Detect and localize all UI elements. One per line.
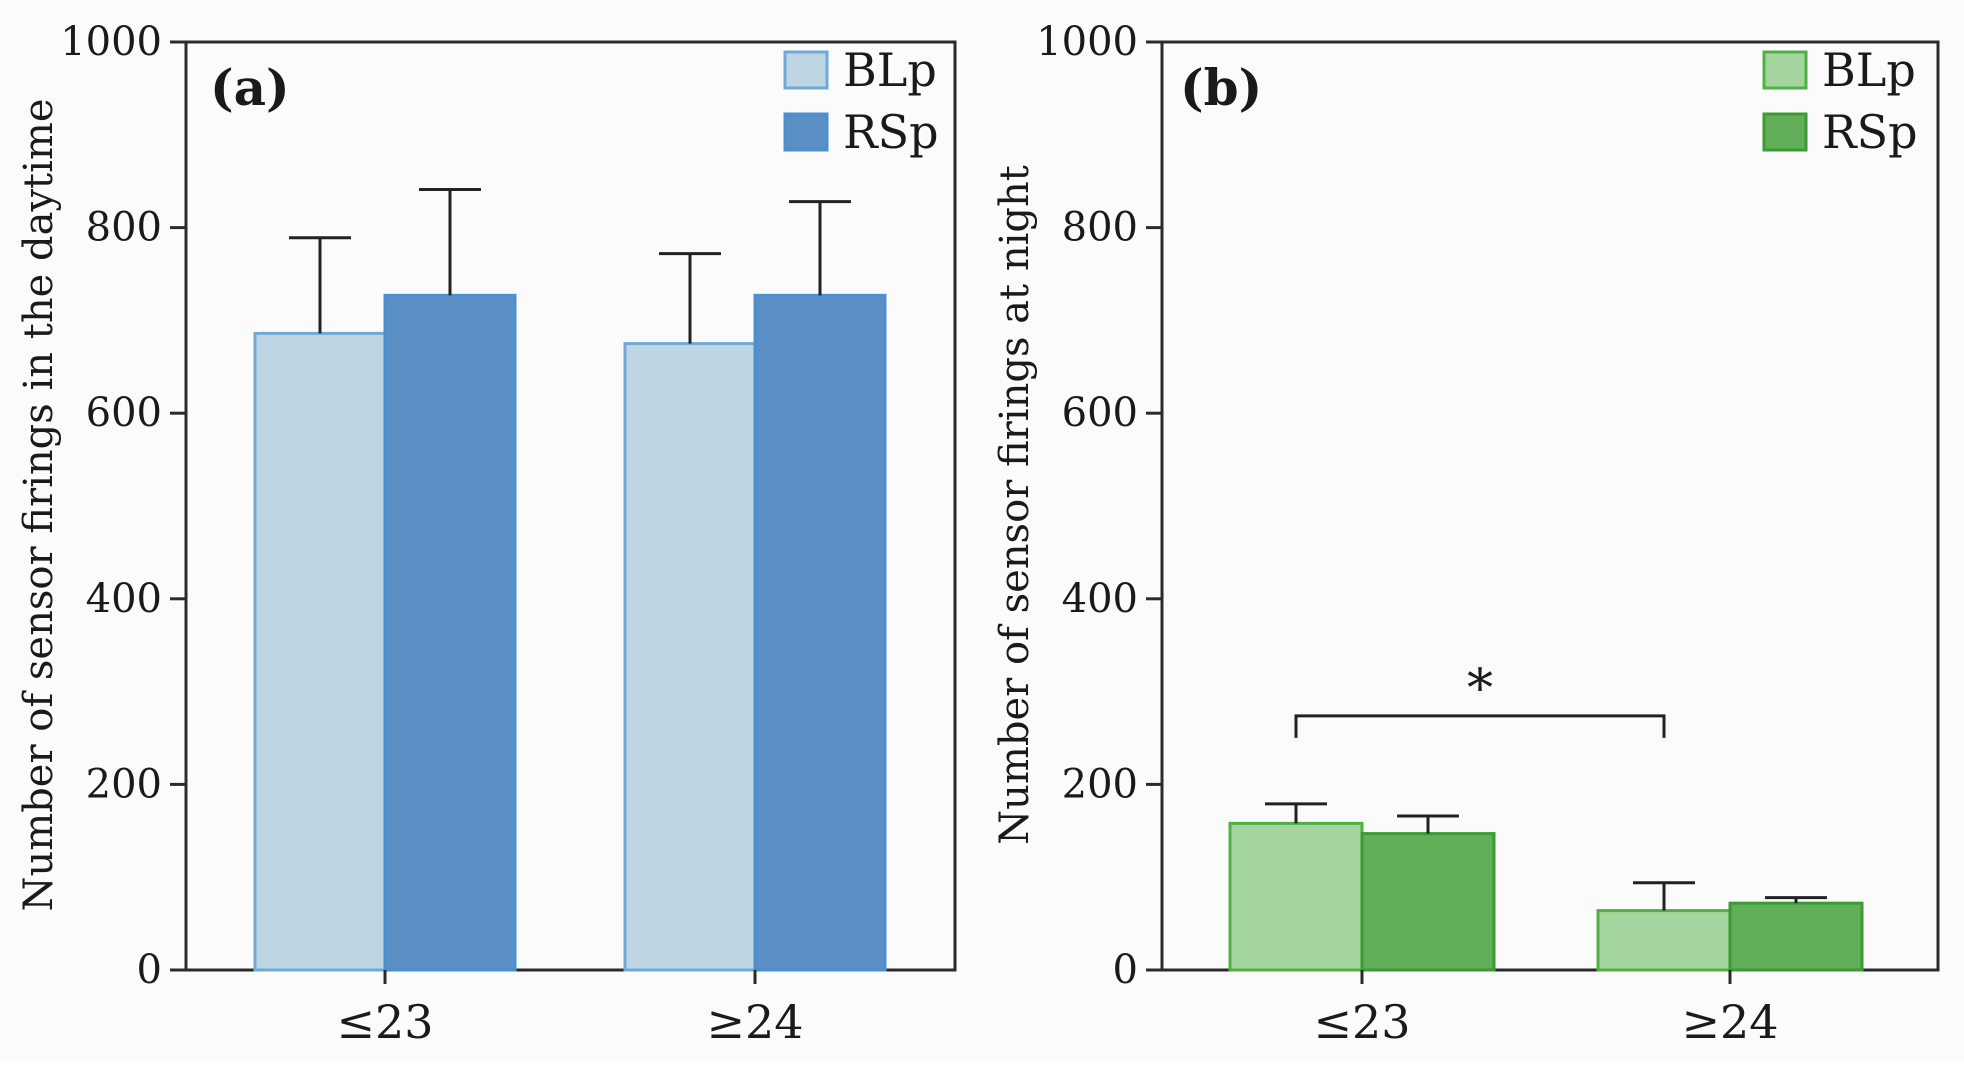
x-tick-label: ≥24 bbox=[706, 995, 803, 1049]
bar-blp bbox=[253, 331, 387, 972]
y-tick-label: 600 bbox=[1062, 390, 1138, 436]
y-tick-label: 400 bbox=[1062, 576, 1138, 622]
y-axis-label: Number of sensor firings in the daytime bbox=[16, 98, 62, 911]
bar-blp bbox=[623, 342, 757, 972]
bar-rsp bbox=[1728, 901, 1864, 972]
x-tick-label: ≥24 bbox=[1681, 995, 1778, 1049]
y-tick-label: 1000 bbox=[1036, 19, 1138, 65]
legend-swatch-rsp bbox=[783, 112, 829, 152]
bar-rsp bbox=[1360, 832, 1496, 972]
y-tick-label: 1000 bbox=[60, 19, 162, 65]
panel-label: (a) bbox=[210, 58, 290, 117]
y-axis-label: Number of sensor firings at night bbox=[992, 165, 1038, 845]
x-tick-label: ≤23 bbox=[1313, 995, 1410, 1049]
legend-label-rsp: RSp bbox=[843, 105, 939, 159]
x-tick-label: ≤23 bbox=[336, 995, 433, 1049]
panel-b: 0 200 400 600 800 1000 Number of sensor firing… bbox=[992, 19, 1940, 1049]
y-tick-label: 800 bbox=[1062, 205, 1138, 251]
significance-bracket bbox=[1294, 714, 1666, 738]
bar-rsp bbox=[383, 293, 517, 972]
y-tick-label: 0 bbox=[137, 947, 162, 993]
significance-star: * bbox=[1467, 659, 1493, 719]
y-tick-label: 400 bbox=[86, 576, 162, 622]
legend-swatch-rsp bbox=[1762, 112, 1808, 152]
plot-frame bbox=[1160, 40, 1940, 972]
legend-label-blp: BLp bbox=[1822, 43, 1916, 97]
y-tick-label: 600 bbox=[86, 390, 162, 436]
legend-swatch-blp bbox=[783, 50, 829, 90]
bar-rsp bbox=[753, 293, 887, 972]
legend-swatch-blp bbox=[1762, 50, 1808, 90]
plot-frame bbox=[184, 40, 957, 972]
legend-label-blp: BLp bbox=[843, 43, 937, 97]
panel-label: (b) bbox=[1180, 58, 1262, 117]
bar-blp bbox=[1596, 909, 1732, 972]
y-tick-label: 800 bbox=[86, 205, 162, 251]
panel-a: 0 200 400 600 800 1000 Number of sensor firing… bbox=[16, 19, 957, 1049]
legend-label-rsp: RSp bbox=[1822, 105, 1918, 159]
y-tick-label: 200 bbox=[1062, 761, 1138, 807]
bar-blp bbox=[1228, 821, 1364, 972]
y-tick-label: 200 bbox=[86, 761, 162, 807]
y-tick-label: 0 bbox=[1113, 947, 1138, 993]
